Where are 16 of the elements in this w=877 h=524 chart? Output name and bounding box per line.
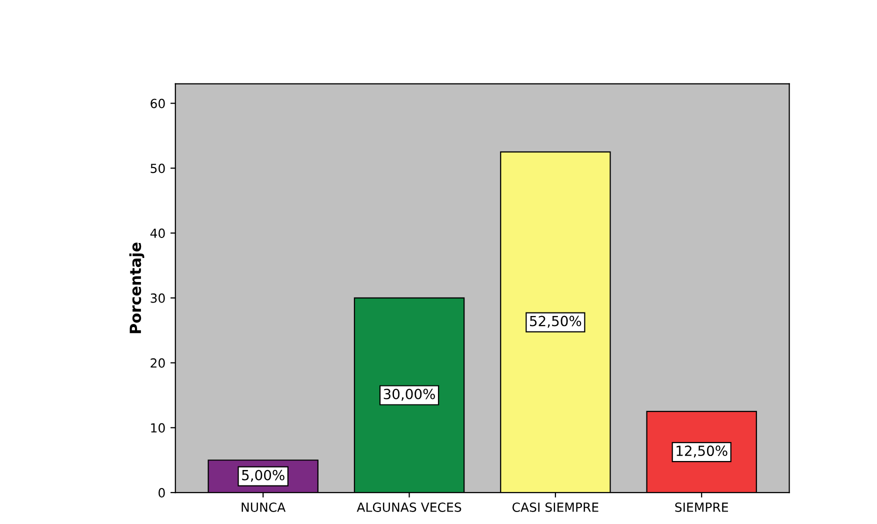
x-tick-label: NUNCA [242,502,286,512]
y-tick-label: 50 [150,164,165,174]
x-tick-label: ALGUNAS VECES [356,502,462,512]
data-label: 52,50% [530,316,582,328]
x-tick-label: CASI SIEMPRE [512,502,598,512]
y-axis-title: Porcentaje [129,242,144,334]
y-tick-label: 20 [150,358,165,368]
y-tick-label: 60 [150,98,165,108]
y-tick-label: 10 [151,423,165,433]
y-tick-label: 0 [158,488,165,498]
data-label: 5,00% [242,470,284,482]
data-label: 30,00% [384,388,435,401]
y-tick-label: 30 [150,293,165,303]
y-tick-label: 40 [150,228,165,238]
x-tick-label: SIEMPRE [675,502,728,512]
data-label: 12,50% [676,446,728,458]
